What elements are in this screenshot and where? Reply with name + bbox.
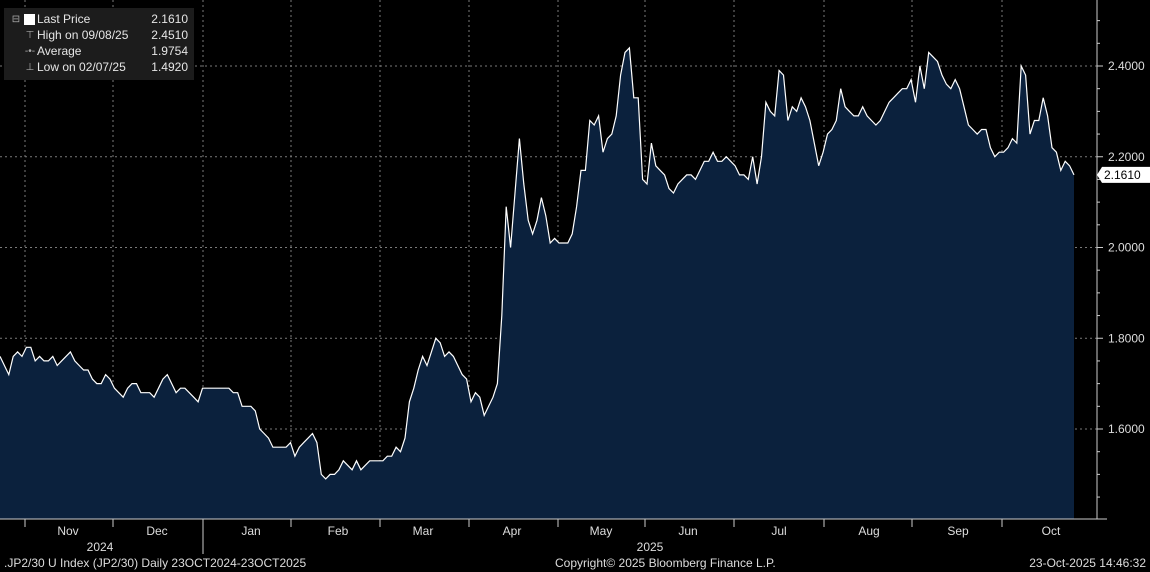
- y-tick-label: 2.2000: [1108, 150, 1145, 164]
- x-month-label: Feb: [328, 524, 349, 538]
- legend-low: ⊥ Low on 02/07/25 1.4920: [4, 60, 194, 76]
- footer-index-info: .JP2/30 U Index (JP2/30) Daily 23OCT2024…: [4, 556, 307, 570]
- legend-high: ⊤ High on 09/08/25 2.4510: [4, 28, 194, 44]
- legend-avg-label: Average: [37, 44, 82, 58]
- x-month-label: Apr: [503, 524, 522, 538]
- last-price-tag-label: 2.1610: [1104, 168, 1141, 182]
- last-price-swatch: [24, 14, 35, 25]
- legend-last-label: Last Price: [37, 12, 91, 26]
- footer-copyright: Copyright© 2025 Bloomberg Finance L.P.: [555, 556, 776, 570]
- price-line: [0, 46, 1075, 480]
- low-marker-icon: ⊥: [25, 62, 35, 73]
- last-price-tag: [1097, 166, 1150, 183]
- footer-timestamp: 23-Oct-2025 14:46:32: [1029, 556, 1146, 570]
- legend-low-label: Low on 02/07/25: [37, 60, 126, 74]
- x-month-label: Jan: [241, 524, 260, 538]
- x-month-label: Aug: [858, 524, 879, 538]
- x-month-label: Mar: [413, 524, 434, 538]
- chart-area: [0, 46, 1075, 520]
- x-month-label: May: [590, 524, 613, 538]
- x-year-label: 2025: [637, 540, 664, 554]
- chart-legend: ⊟ Last Price 2.1610 ⊤ High on 09/08/25 2…: [4, 8, 194, 80]
- legend-high-label: High on 09/08/25: [37, 28, 129, 42]
- legend-last-value: 2.1610: [151, 12, 188, 26]
- x-month-label: Jul: [771, 524, 786, 538]
- collapse-icon[interactable]: ⊟: [11, 14, 21, 25]
- average-marker-icon: -•-: [24, 46, 36, 57]
- x-month-label: Nov: [57, 524, 78, 538]
- x-month-label: Jun: [678, 524, 697, 538]
- legend-average: -•- Average 1.9754: [4, 44, 194, 60]
- y-tick-label: 2.0000: [1108, 241, 1145, 255]
- y-tick-label: 1.8000: [1108, 331, 1145, 345]
- x-month-label: Dec: [146, 524, 167, 538]
- price-area-fill: [0, 47, 1074, 520]
- legend-avg-value: 1.9754: [151, 44, 188, 58]
- high-marker-icon: ⊤: [25, 30, 35, 41]
- x-month-label: Oct: [1042, 524, 1061, 538]
- legend-low-value: 1.4920: [151, 60, 188, 74]
- x-year-label: 2024: [87, 540, 114, 554]
- x-month-label: Sep: [947, 524, 969, 538]
- chart-axes: 1.6000 1.8000 2.0000 2.2000 2.4000 2.1610 Nov D…: [0, 0, 1150, 554]
- legend-last-price: ⊟ Last Price 2.1610: [4, 12, 194, 28]
- y-tick-label: 1.6000: [1108, 422, 1145, 436]
- legend-high-value: 2.4510: [151, 28, 188, 42]
- y-tick-label: 2.4000: [1108, 59, 1145, 73]
